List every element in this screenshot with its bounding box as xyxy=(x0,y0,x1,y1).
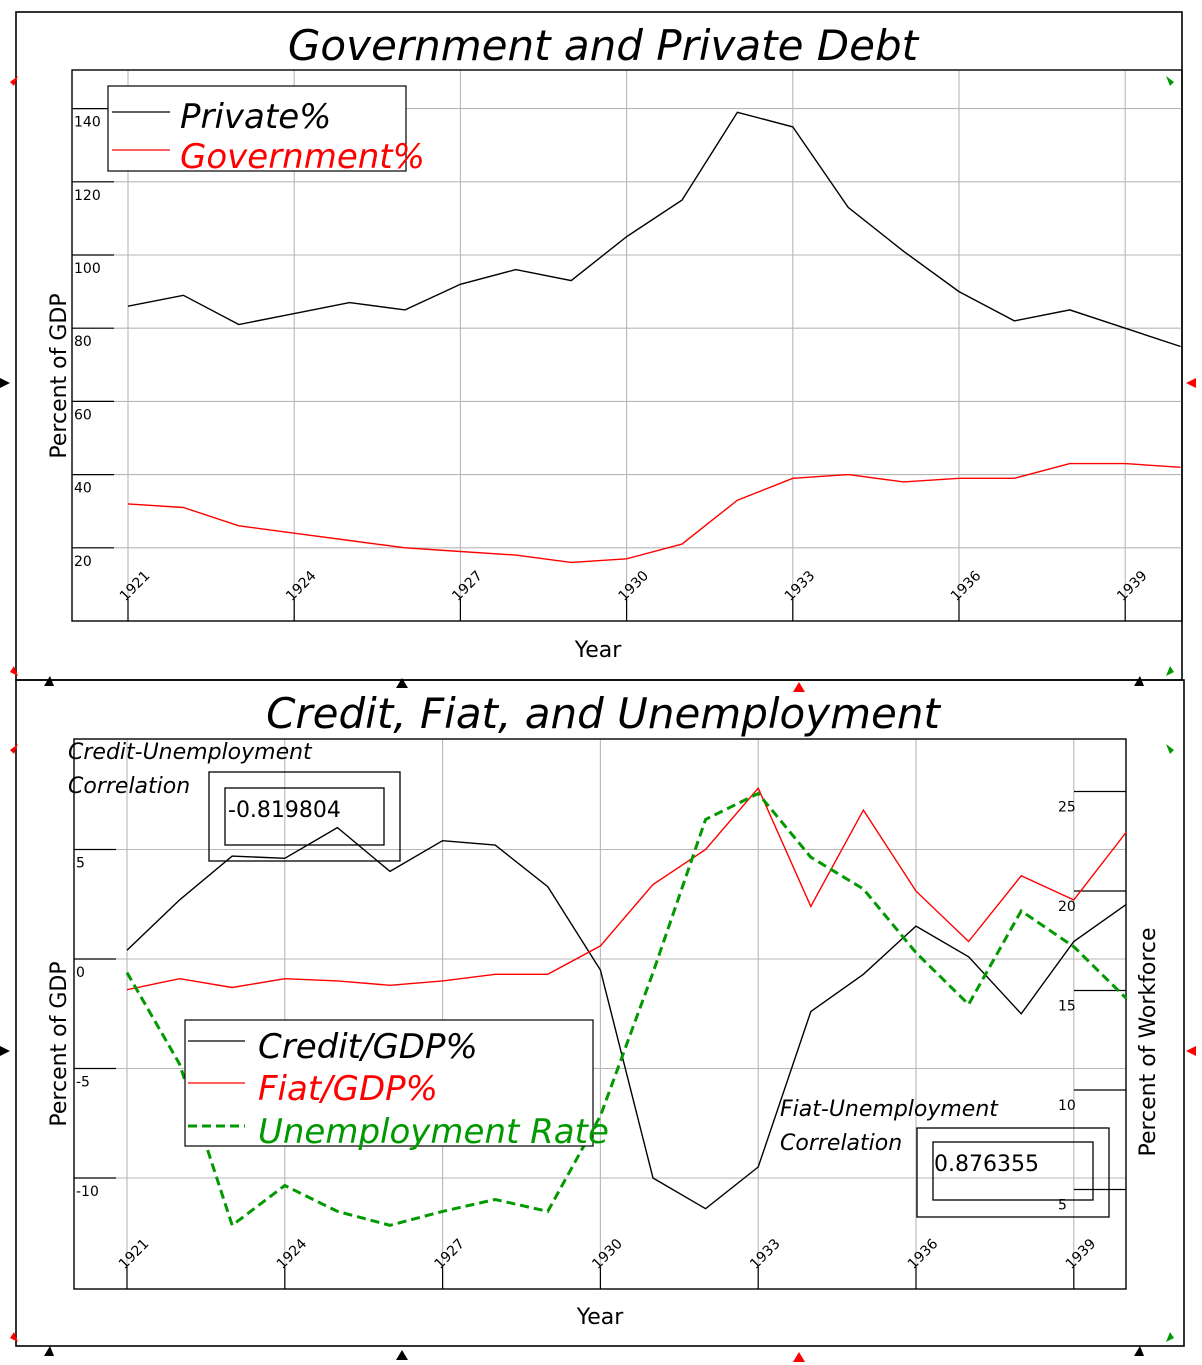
x-tick-label: 1927 xyxy=(449,568,486,605)
marker-arrow xyxy=(396,678,408,688)
debt-legend-box xyxy=(107,85,407,172)
debt-chart-title: Government and Private Debt xyxy=(288,21,920,70)
x-tick-label: 1936 xyxy=(905,1236,942,1273)
fiat-correlation-label-line2: Correlation xyxy=(780,1131,902,1156)
x-tick-label: 1921 xyxy=(117,568,154,605)
fiat-correlation-value: 0.876355 xyxy=(934,1152,1039,1177)
right-y-tick-label: 25 xyxy=(1058,800,1076,816)
series-line-unemployment-rate xyxy=(125,791,1128,1228)
marker-arrow xyxy=(1186,378,1196,388)
edge-markers xyxy=(0,76,1196,1362)
marker-arrow xyxy=(10,666,18,676)
credit-unemployment-correlation: Credit-Unemployment Correlation -0.81980… xyxy=(68,740,401,862)
marker-arrow xyxy=(44,1346,54,1356)
debt-chart-legend: Private% Government% xyxy=(107,85,425,177)
marker-arrow xyxy=(793,682,805,692)
marker-arrow xyxy=(1166,1332,1174,1342)
x-tick-label: 1930 xyxy=(616,568,653,605)
x-tick-label: 1924 xyxy=(274,1236,311,1273)
credit-correlation-label-line1: Credit-Unemployment xyxy=(68,740,313,765)
x-tick-label: 1936 xyxy=(948,568,985,605)
y-tick-label: 0 xyxy=(76,965,85,981)
x-tick-label: 1939 xyxy=(1114,568,1151,605)
credit-legend-box xyxy=(184,1019,594,1147)
series-line-government xyxy=(127,462,1181,564)
right-y-tick-label: 20 xyxy=(1058,899,1076,915)
marker-arrow xyxy=(396,1350,408,1360)
y-tick-label: 60 xyxy=(74,407,92,423)
y-tick-label: 120 xyxy=(74,188,101,204)
marker-arrow xyxy=(10,1332,18,1342)
credit-chart-x-axis-label: Year xyxy=(576,1305,625,1330)
marker-arrow xyxy=(0,378,10,388)
marker-arrow xyxy=(10,744,18,754)
marker-arrow xyxy=(793,1352,805,1362)
series-line-fiat-gdp xyxy=(126,786,1127,991)
y-tick-label: 40 xyxy=(74,481,92,497)
credit-correlation-value: -0.819804 xyxy=(228,798,341,823)
credit-chart-right-y-axis-label: Percent of Workforce xyxy=(1136,927,1161,1156)
marker-arrow xyxy=(1134,676,1144,686)
marker-arrow xyxy=(44,676,54,686)
legend-label-unemployment: Unemployment Rate xyxy=(258,1112,609,1152)
right-y-tick-label: 15 xyxy=(1058,999,1076,1015)
credit-chart-legend: Credit/GDP% Fiat/GDP% Unemployment Rate xyxy=(184,1019,609,1152)
y-tick-label: 100 xyxy=(74,261,101,277)
y-tick-label: 140 xyxy=(74,115,101,131)
credit-chart-title: Credit, Fiat, and Unemployment xyxy=(266,689,941,738)
credit-correlation-inner-box xyxy=(224,787,385,846)
bottom-panel-frame xyxy=(15,679,1185,1347)
marker-arrow xyxy=(10,76,18,86)
y-tick-label: -5 xyxy=(76,1075,90,1091)
fiat-correlation-inner-box xyxy=(932,1141,1094,1201)
y-tick-label: -10 xyxy=(76,1184,99,1200)
debt-chart: Government and Private Debt 1921 1924 1927… xyxy=(47,21,1183,663)
legend-label-fiat: Fiat/GDP% xyxy=(258,1069,438,1109)
right-y-tick-label: 10 xyxy=(1058,1098,1076,1114)
right-y-tick-label: 5 xyxy=(1058,1198,1067,1214)
marker-arrow xyxy=(1166,666,1174,676)
credit-chart-y-axis-label: Percent of GDP xyxy=(47,961,72,1126)
x-tick-label: 1933 xyxy=(747,1236,784,1273)
series-line-private xyxy=(127,111,1181,348)
marker-arrow xyxy=(1166,744,1174,754)
marker-arrow xyxy=(0,1046,10,1056)
x-tick-label: 1927 xyxy=(432,1236,469,1273)
x-tick-label: 1930 xyxy=(589,1236,626,1273)
debt-chart-x-axis-label: Year xyxy=(574,638,623,663)
credit-chart: Credit, Fiat, and Unemployment 1921 1924 1… xyxy=(47,689,1161,1330)
fiat-unemployment-correlation: Fiat-Unemployment Correlation 0.876355 xyxy=(780,1097,1110,1218)
series-line-credit-gdp xyxy=(126,826,1127,1210)
x-tick-label: 1921 xyxy=(116,1236,153,1273)
credit-correlation-label-line2: Correlation xyxy=(68,774,190,799)
fiat-correlation-outer-box xyxy=(916,1127,1110,1218)
legend-label-credit: Credit/GDP% xyxy=(258,1027,478,1067)
x-tick-label: 1939 xyxy=(1063,1236,1100,1273)
x-tick-label: 1924 xyxy=(283,568,320,605)
y-tick-label: 5 xyxy=(76,856,85,872)
y-tick-label: 80 xyxy=(74,334,92,350)
y-tick-label: 20 xyxy=(74,554,92,570)
legend-label-private: Private% xyxy=(180,97,331,137)
x-tick-label: 1933 xyxy=(782,568,819,605)
debt-chart-y-axis-label: Percent of GDP xyxy=(47,293,72,458)
marker-arrow xyxy=(1166,76,1174,86)
fiat-correlation-label-line1: Fiat-Unemployment xyxy=(780,1097,999,1122)
marker-arrow xyxy=(1186,1046,1196,1056)
legend-label-government: Government% xyxy=(180,137,425,177)
credit-correlation-outer-box xyxy=(208,771,401,862)
marker-arrow xyxy=(1134,1346,1144,1356)
